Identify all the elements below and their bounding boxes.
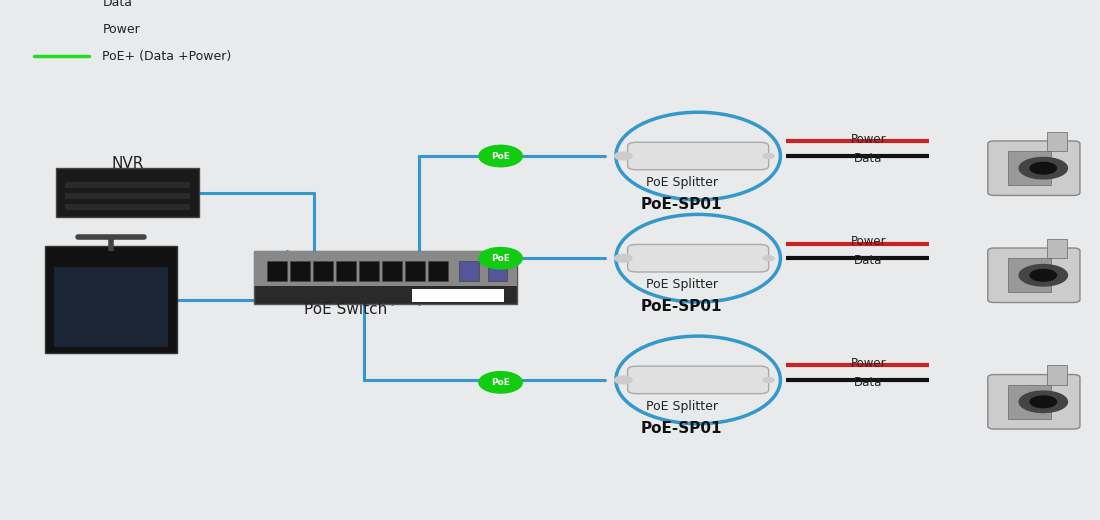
Bar bbox=[1047, 366, 1067, 385]
Bar bbox=[359, 262, 378, 281]
Text: PoE-SP01: PoE-SP01 bbox=[641, 197, 723, 212]
Text: Power: Power bbox=[850, 133, 886, 146]
FancyBboxPatch shape bbox=[628, 366, 769, 394]
Bar bbox=[314, 262, 333, 281]
Circle shape bbox=[615, 152, 632, 160]
Ellipse shape bbox=[478, 248, 522, 269]
Bar bbox=[411, 289, 504, 302]
Text: Data: Data bbox=[102, 0, 132, 9]
Bar bbox=[65, 183, 190, 188]
Text: PoE-SP01: PoE-SP01 bbox=[641, 299, 723, 314]
Bar bbox=[405, 262, 425, 281]
Circle shape bbox=[1020, 158, 1067, 179]
Text: PoE Splitter: PoE Splitter bbox=[646, 278, 717, 291]
FancyBboxPatch shape bbox=[988, 374, 1080, 429]
Circle shape bbox=[763, 256, 774, 261]
Text: PoE: PoE bbox=[492, 254, 510, 263]
Text: PoE Switch: PoE Switch bbox=[305, 302, 387, 317]
Circle shape bbox=[1030, 162, 1056, 174]
Bar bbox=[459, 262, 478, 281]
Circle shape bbox=[1020, 391, 1067, 412]
Bar bbox=[1047, 239, 1067, 258]
Bar bbox=[54, 267, 168, 347]
Bar bbox=[267, 262, 287, 281]
Circle shape bbox=[1030, 269, 1056, 281]
Text: NVR: NVR bbox=[111, 156, 144, 171]
Bar bbox=[1008, 385, 1052, 419]
Text: Data: Data bbox=[854, 254, 882, 267]
Text: PoE Splitter: PoE Splitter bbox=[646, 399, 717, 412]
FancyBboxPatch shape bbox=[988, 248, 1080, 303]
FancyBboxPatch shape bbox=[628, 142, 769, 170]
Bar bbox=[382, 262, 402, 281]
Circle shape bbox=[1020, 265, 1067, 286]
Bar bbox=[290, 262, 310, 281]
Bar bbox=[1008, 151, 1052, 185]
Text: PoE-SP01: PoE-SP01 bbox=[641, 421, 723, 436]
Circle shape bbox=[763, 378, 774, 382]
Bar bbox=[65, 193, 190, 199]
Bar bbox=[254, 251, 517, 285]
Text: PoE: PoE bbox=[492, 378, 510, 387]
Ellipse shape bbox=[478, 145, 522, 167]
Ellipse shape bbox=[478, 372, 522, 393]
Circle shape bbox=[615, 254, 632, 262]
Bar bbox=[336, 262, 355, 281]
Circle shape bbox=[1030, 396, 1056, 408]
Text: PoE+ (Data +Power): PoE+ (Data +Power) bbox=[102, 50, 232, 63]
FancyBboxPatch shape bbox=[988, 141, 1080, 196]
Text: Power: Power bbox=[102, 23, 140, 36]
Bar bbox=[1008, 258, 1052, 292]
FancyBboxPatch shape bbox=[628, 244, 769, 272]
Bar bbox=[65, 204, 190, 210]
Bar bbox=[254, 251, 517, 305]
Bar bbox=[487, 262, 507, 281]
Text: Data: Data bbox=[854, 375, 882, 388]
Bar bbox=[1047, 132, 1067, 151]
Text: PoE: PoE bbox=[492, 151, 510, 161]
Bar bbox=[56, 168, 199, 217]
Text: PoE Splitter: PoE Splitter bbox=[646, 176, 717, 189]
Circle shape bbox=[763, 153, 774, 159]
Text: Power: Power bbox=[850, 357, 886, 370]
Circle shape bbox=[615, 376, 632, 384]
Text: Data: Data bbox=[854, 152, 882, 165]
Bar bbox=[428, 262, 448, 281]
Text: Power: Power bbox=[850, 235, 886, 248]
Bar bbox=[45, 246, 177, 353]
